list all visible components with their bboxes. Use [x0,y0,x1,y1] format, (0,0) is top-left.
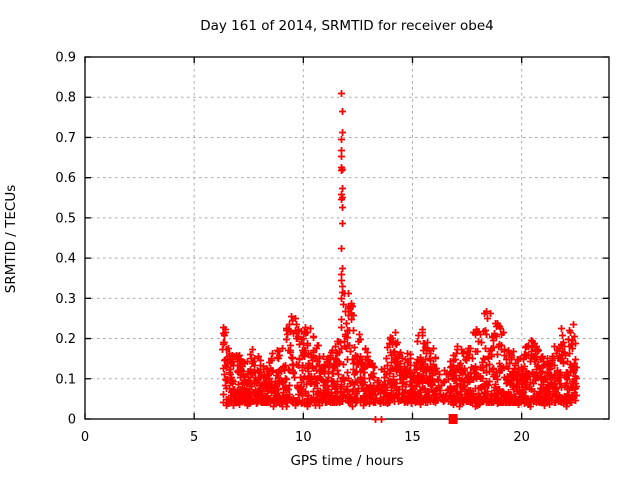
tick-marks [84,56,609,420]
y-tick-label: 0.4 [55,252,76,267]
chart-title: Day 161 of 2014, SRMTID for receiver obe… [200,18,494,34]
grid-lines [85,57,609,419]
y-tick-label: 0.7 [55,131,76,146]
y-axis-label: SRMTID / TECUs [3,184,19,294]
y-tick-label: 0.5 [55,211,76,226]
x-tick-label: 5 [190,430,198,445]
y-tick-label: 0.8 [55,91,76,106]
zero-block-marker [448,414,458,424]
x-tick-label: 10 [295,430,312,445]
y-tick-label: 0.6 [55,171,76,186]
x-tick-label: 20 [513,430,530,445]
x-tick-label: 0 [81,430,89,445]
y-tick-label: 0.3 [55,292,76,307]
data-points [219,90,580,423]
plot-border [84,56,610,420]
y-tick-label: 0.2 [55,332,76,347]
y-tick-label: 0.9 [55,51,76,66]
y-tick-label: 0 [68,413,76,428]
y-tick-label: 0.1 [55,372,76,387]
x-axis-label: GPS time / hours [290,453,404,469]
x-tick-label: 15 [404,430,421,445]
